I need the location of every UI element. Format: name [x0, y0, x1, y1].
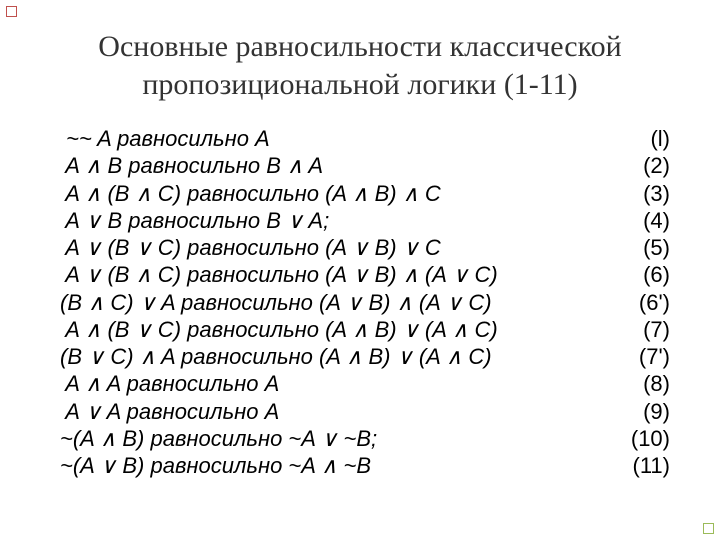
- equiv-text: ~(A ∧ В) равносильно ~A ∨ ~B;: [60, 425, 377, 452]
- equiv-text: (B ∧ C) ∨ A равносильно (A ∨ B) ∧ (A ∨ С…: [60, 289, 492, 316]
- equiv-text: A ∨ B равносильно B ∨ A;: [60, 207, 329, 234]
- equiv-number: (2): [622, 152, 670, 179]
- list-item: A ∧ B равносильно B ∧ A (2): [60, 152, 670, 179]
- equiv-number: (3): [622, 180, 670, 207]
- equiv-number: (l): [622, 125, 670, 152]
- title-line-1: Основные равносильности классической: [98, 30, 621, 63]
- list-item: (B ∨ C) ∧ A равносильно (A ∧ B) ∨ (A ∧ С…: [60, 343, 670, 370]
- equiv-number: (6): [622, 261, 670, 288]
- slide: Основные равносильности классической про…: [0, 0, 720, 540]
- equivalence-list: ~~ A равносильно A (l) A ∧ B равносильно…: [40, 125, 680, 479]
- equiv-text: ~(A ∨ В) равносильно ~A ∧ ~B: [60, 452, 371, 479]
- equiv-number: (4): [622, 207, 670, 234]
- title-line-2a: пропозициональной логики: [142, 68, 503, 101]
- equiv-number: (8): [622, 370, 670, 397]
- list-item: ~~ A равносильно A (l): [60, 125, 670, 152]
- list-item: A ∧ (B ∨ C) равносильно (A ∧ B) ∨ (A ∧ С…: [60, 316, 670, 343]
- equiv-text: A ∧ B равносильно B ∧ A: [60, 152, 323, 179]
- equiv-text: ~~ A равносильно A: [60, 125, 270, 152]
- equiv-text: A ∨ A равносильно A: [60, 398, 279, 425]
- list-item: A ∨ A равносильно A (9): [60, 398, 670, 425]
- equiv-number: (10): [622, 425, 670, 452]
- list-item: A ∧ A равносильно A (8): [60, 370, 670, 397]
- equiv-text: A ∧ (B ∨ C) равносильно (A ∧ B) ∨ (A ∧ С…: [60, 316, 498, 343]
- equiv-number: (6'): [622, 289, 670, 316]
- equiv-text: A ∧ A равносильно A: [60, 370, 279, 397]
- corner-decoration-top-left: [6, 6, 17, 17]
- equiv-number: (7'): [622, 343, 670, 370]
- slide-title: Основные равносильности классической про…: [40, 28, 680, 103]
- equiv-text: (B ∨ C) ∧ A равносильно (A ∧ B) ∨ (A ∧ С…: [60, 343, 492, 370]
- list-item: A ∨ B равносильно B ∨ A; (4): [60, 207, 670, 234]
- list-item: ~(A ∨ В) равносильно ~A ∧ ~B (11): [60, 452, 670, 479]
- equiv-text: A ∨ (B ∧ C) равносильно (A ∨ B) ∧ (A ∨ С…: [60, 261, 498, 288]
- list-item: A ∧ (B ∧ C) равносильно (A ∧ B) ∧ С (3): [60, 180, 670, 207]
- equiv-number: (7): [622, 316, 670, 343]
- list-item: (B ∧ C) ∨ A равносильно (A ∨ B) ∧ (A ∨ С…: [60, 289, 670, 316]
- corner-decoration-bottom-right: [703, 523, 714, 534]
- equiv-number: (11): [622, 452, 670, 479]
- equiv-number: (5): [622, 234, 670, 261]
- list-item: A ∨ (B ∧ C) равносильно (A ∨ B) ∧ (A ∨ С…: [60, 261, 670, 288]
- equiv-text: A ∧ (B ∧ C) равносильно (A ∧ B) ∧ С: [60, 180, 441, 207]
- list-item: A ∨ (B ∨ C) равносильно (A ∨ B) ∨ С (5): [60, 234, 670, 261]
- list-item: ~(A ∧ В) равносильно ~A ∨ ~B; (10): [60, 425, 670, 452]
- equiv-number: (9): [622, 398, 670, 425]
- title-range: (1-11): [504, 68, 578, 101]
- equiv-text: A ∨ (B ∨ C) равносильно (A ∨ B) ∨ С: [60, 234, 441, 261]
